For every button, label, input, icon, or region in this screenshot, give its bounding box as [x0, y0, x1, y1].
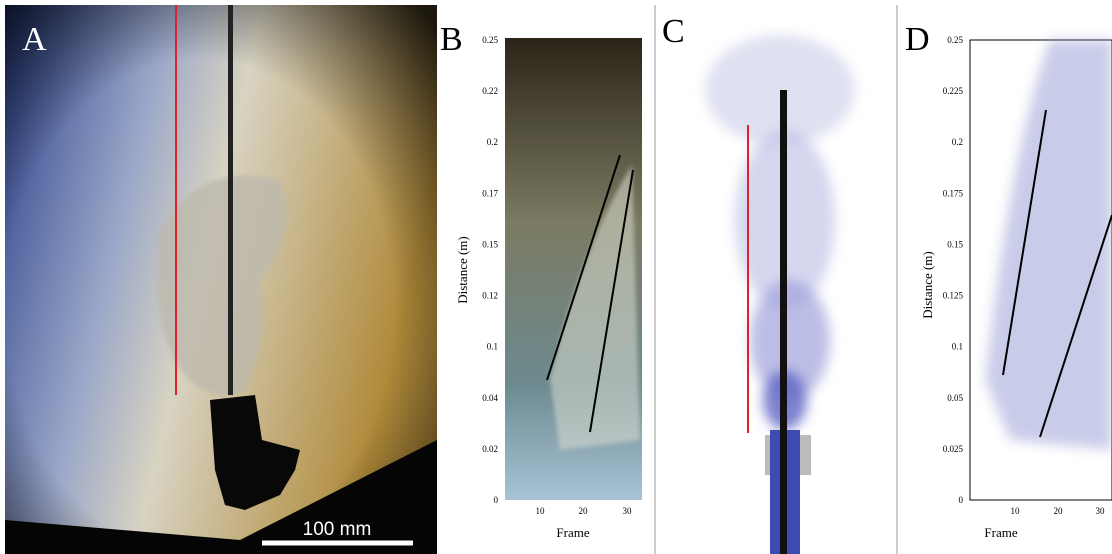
panel-label: C	[662, 13, 685, 50]
panel-label: B	[440, 21, 463, 58]
y-tick-label: 0	[959, 495, 964, 505]
y-tick-label: 0.22	[482, 86, 498, 96]
rod	[780, 90, 787, 554]
y-axis-label: Distance (m)	[920, 251, 935, 319]
panel-d: D Frame Distance (m) 0.25 0.225 0.2 0.175 0.…	[905, 21, 1112, 540]
x-tick-label: 20	[579, 506, 589, 516]
y-tick-label: 0.25	[947, 35, 963, 45]
rod	[228, 5, 233, 395]
y-tick-label: 0	[494, 495, 499, 505]
x-tick-label: 10	[536, 506, 546, 516]
y-tick-label: 0.125	[943, 291, 964, 301]
y-tick-label: 0.02	[482, 444, 498, 454]
figure: 100 mm A B Frame Distance (m) 0.25 0.22 0.…	[0, 0, 1112, 554]
panel-c: C	[662, 13, 855, 554]
y-tick-label: 0.2	[952, 137, 963, 147]
scale-label: 100 mm	[303, 519, 372, 540]
x-axis-label: Frame	[984, 525, 1017, 540]
y-tick-label: 0.04	[482, 393, 498, 403]
panel-label: D	[905, 21, 930, 58]
y-tick-label: 0.175	[943, 188, 964, 198]
y-tick-label: 0.1	[487, 342, 498, 352]
x-tick-label: 30	[623, 506, 633, 516]
y-tick-label: 0.15	[482, 239, 498, 249]
y-tick-label: 0.15	[947, 239, 963, 249]
x-tick-label: 20	[1054, 506, 1064, 516]
y-tick-label: 0.05	[947, 393, 963, 403]
y-tick-label: 0.1	[952, 342, 963, 352]
x-axis-label: Frame	[556, 525, 589, 540]
y-tick-label: 0.12	[482, 291, 498, 301]
y-tick-label: 0.225	[943, 86, 964, 96]
x-tick-label: 10	[1011, 506, 1021, 516]
y-tick-label: 0.2	[487, 137, 498, 147]
y-tick-label: 0.17	[482, 188, 498, 198]
y-tick-label: 0.25	[482, 35, 498, 45]
panel-b: B Frame Distance (m) 0.25 0.22 0.2 0.17 0.15…	[440, 21, 642, 540]
panel-label: A	[22, 21, 47, 58]
y-tick-label: 0.025	[943, 444, 964, 454]
y-axis-label: Distance (m)	[455, 236, 470, 304]
panel-a: 100 mm A	[5, 5, 437, 554]
x-tick-label: 30	[1096, 506, 1106, 516]
